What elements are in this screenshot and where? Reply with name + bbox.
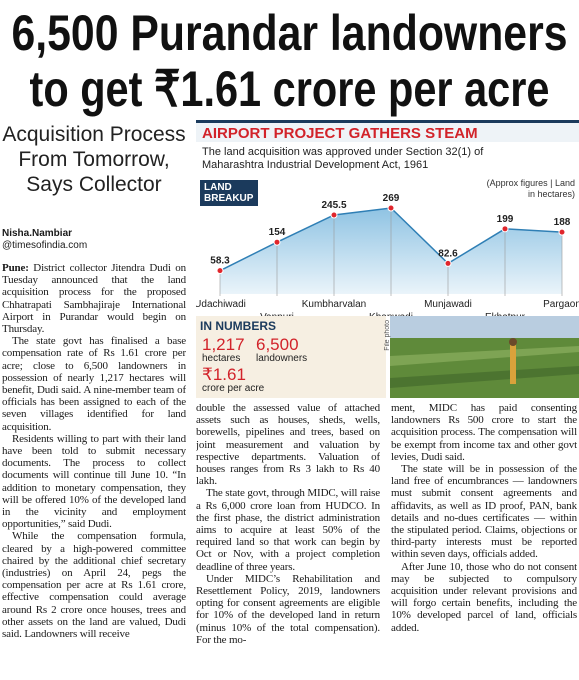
paragraph: Under MIDC’s Rehabilitation and Resettle… bbox=[196, 573, 380, 646]
paragraph-text: Residents willing to part with their lan… bbox=[2, 432, 186, 531]
point bbox=[273, 238, 281, 246]
paragraph: double the assessed value of attached as… bbox=[196, 402, 380, 487]
paragraph-text: While the compensation formula, cleared … bbox=[2, 530, 186, 641]
subhead: Acquisition Process From Tomorrow, Says … bbox=[2, 123, 186, 196]
paragraph: ment, MIDC has paid consenting landowner… bbox=[391, 402, 577, 463]
paragraph-text: The state will be in possession of the l… bbox=[391, 463, 577, 561]
stat-label: crore per acre bbox=[202, 383, 265, 394]
stat: ₹1.61 crore per acre bbox=[202, 366, 264, 394]
dateline: Pune: bbox=[2, 262, 29, 274]
value-label: 154 bbox=[269, 227, 286, 238]
category-label: Udachiwadi bbox=[196, 299, 246, 310]
value-label: 269 bbox=[383, 193, 400, 204]
paragraph-text: ment, MIDC has paid consenting landowner… bbox=[391, 402, 577, 463]
paragraph: The state govt has finalised a base comp… bbox=[2, 335, 186, 433]
in-numbers: IN NUMBERS 1,217 hectares 6,500 landowners ₹… bbox=[196, 316, 386, 398]
infographic-title: AIRPORT PROJECT GATHERS STEAM bbox=[196, 120, 579, 142]
chart-label: LAND BREAKUP bbox=[200, 180, 258, 206]
value-label: 245.5 bbox=[321, 200, 346, 211]
photo bbox=[390, 316, 579, 398]
stat: 1,217 hectares bbox=[202, 336, 245, 364]
point bbox=[444, 259, 452, 267]
headline-line: 6,500 Purandar landowners bbox=[12, 5, 568, 61]
paragraph: Residents willing to part with their lan… bbox=[2, 433, 186, 531]
paragraph-text: The state govt, through MIDC, will raise… bbox=[196, 487, 380, 573]
category-label: Pargaon bbox=[543, 299, 579, 310]
paragraph-text: District collector Jitendra Dudi on Tues… bbox=[2, 262, 186, 336]
point bbox=[558, 228, 566, 236]
point bbox=[216, 267, 224, 275]
category-label: Vanpuri bbox=[260, 312, 294, 316]
paragraph-text: double the assessed value of attached as… bbox=[196, 402, 380, 488]
point bbox=[387, 204, 395, 212]
units-note: (Approx figures | Land in hectares) bbox=[486, 178, 575, 199]
paragraph: Pune: District collector Jitendra Dudi o… bbox=[2, 262, 186, 335]
value-label: 199 bbox=[497, 214, 514, 225]
infographic: AIRPORT PROJECT GATHERS STEAM The land a… bbox=[196, 120, 579, 398]
article-column: ment, MIDC has paid consenting landowner… bbox=[391, 402, 577, 680]
stat-value: ₹1.61 bbox=[202, 365, 246, 384]
article-column: double the assessed value of attached as… bbox=[196, 402, 380, 680]
point bbox=[330, 211, 338, 219]
value-label: 188 bbox=[554, 217, 571, 228]
category-label: Ekhatpur bbox=[485, 312, 526, 316]
headline-line: to get ₹1.61 crore per acre bbox=[30, 61, 550, 117]
stat-value: 6,500 bbox=[256, 335, 299, 354]
paragraph-text: Under MIDC’s Rehabilitation and Resettle… bbox=[196, 572, 380, 646]
category-label: Munjawadi bbox=[424, 299, 472, 310]
paragraph: The state will be in possession of the l… bbox=[391, 463, 577, 561]
category-label: Khanwadi bbox=[369, 312, 413, 316]
value-label: 58.3 bbox=[210, 256, 230, 267]
category-label: Kumbharvalan bbox=[302, 299, 366, 310]
stat-label: landowners bbox=[256, 353, 308, 364]
paragraph-text: After June 10, those who do not consent … bbox=[391, 560, 577, 634]
land-chart: 58.3 Udachiwadi 154 Vanpuri 245.5 Kumbharvala… bbox=[196, 193, 579, 316]
infographic-note: The land acquisition was approved under … bbox=[202, 146, 484, 171]
in-numbers-title: IN NUMBERS bbox=[200, 319, 277, 333]
author: Nisha.Nambiar bbox=[2, 228, 73, 239]
point bbox=[501, 225, 509, 233]
stat: 6,500 landowners bbox=[256, 336, 307, 364]
value-label: 82.6 bbox=[438, 248, 458, 259]
paragraph: After June 10, those who do not consent … bbox=[391, 561, 577, 634]
byline: Nisha.Nambiar @timesofindia.com bbox=[2, 228, 186, 252]
paragraph: While the compensation formula, cleared … bbox=[2, 530, 186, 640]
paragraph: The state govt, through MIDC, will raise… bbox=[196, 487, 380, 572]
author-handle: @timesofindia.com bbox=[2, 240, 88, 251]
headline: 6,500 Purandar landowners to get ₹1.61 c… bbox=[12, 5, 568, 117]
stat-value: 1,217 bbox=[202, 335, 245, 354]
paragraph-text: The state govt has finalised a base comp… bbox=[2, 335, 186, 433]
article-column: Pune: District collector Jitendra Dudi o… bbox=[2, 262, 186, 680]
stat-label: hectares bbox=[202, 353, 241, 364]
photo-credit: File photo bbox=[384, 320, 391, 351]
